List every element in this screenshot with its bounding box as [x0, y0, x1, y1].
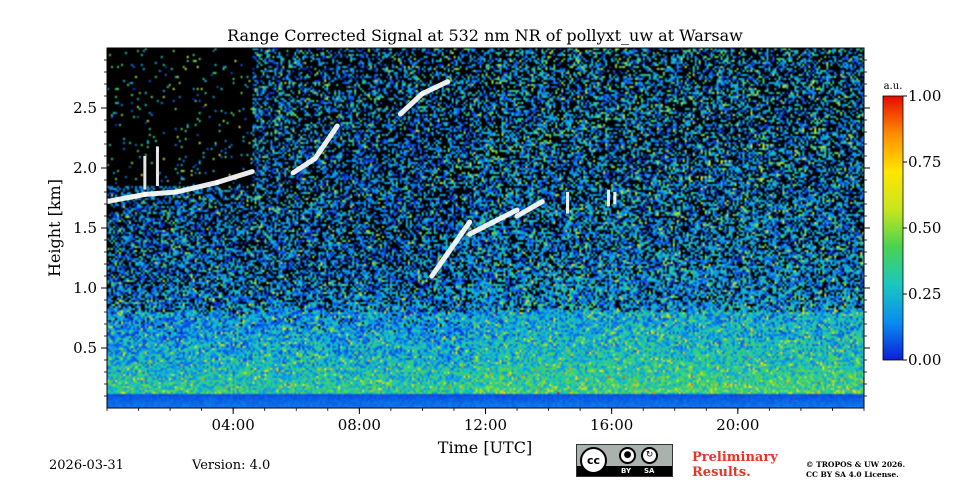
- cc-sa-label: SA: [644, 467, 655, 475]
- colorbar-tick-label: 0.50: [908, 219, 941, 237]
- cloud-segment: [429, 219, 473, 279]
- y-tick-label: 1.5: [73, 219, 97, 237]
- cc-icon: cc: [580, 447, 607, 474]
- x-axis: 04:00 08:00 12:00 16:00 20:00: [106, 408, 865, 434]
- cloud-segment: [467, 207, 520, 237]
- cloud-segment: [173, 179, 220, 195]
- cloud-segment: [142, 189, 179, 197]
- sa-share-alike-icon: ↻: [641, 447, 658, 464]
- colorbar-ticks: 0.00 0.25 0.50 0.75 1.00: [903, 87, 941, 369]
- cloud-segment: [419, 79, 451, 97]
- chart-title: Range Corrected Signal at 532 nm NR of p…: [227, 26, 743, 45]
- copyright-line1: © TROPOS & UW 2026.: [806, 460, 906, 469]
- y-tick-label: 2.0: [73, 159, 97, 177]
- y-axis-label: Height [km]: [45, 179, 64, 277]
- cloud-segment: [290, 155, 318, 176]
- y-axis: 0.5 1.0 1.5 2.0 2.5: [73, 59, 870, 397]
- cloud-segment: [514, 199, 545, 219]
- colorbar-tick-label: 0.00: [908, 351, 941, 369]
- cloud-segment: [312, 123, 340, 161]
- y-tick-label: 0.5: [73, 339, 97, 357]
- by-person-icon: ●: [619, 447, 636, 464]
- footer-date: 2026-03-31: [49, 458, 124, 473]
- cc-badge-strip: [577, 466, 672, 476]
- x-tick-label: 12:00: [464, 416, 507, 434]
- cloud-layer-marks: [107, 79, 617, 279]
- y-tick-label: 2.5: [73, 99, 97, 117]
- cloud-segment: [107, 191, 148, 205]
- x-tick-label: 16:00: [590, 416, 633, 434]
- cloud-segment: [214, 169, 255, 185]
- x-tick-label: 04:00: [212, 416, 255, 434]
- x-tick-label: 08:00: [338, 416, 381, 434]
- x-axis-label: Time [UTC]: [438, 438, 532, 457]
- copyright-line2: CC BY SA 4.0 License.: [806, 470, 899, 479]
- colorbar-unit-label: a.u.: [884, 81, 903, 92]
- footer-version: Version: 4.0: [192, 458, 271, 473]
- y-tick-label: 1.0: [73, 279, 97, 297]
- colorbar-tick-label: 1.00: [908, 87, 941, 105]
- colorbar-tick-label: 0.75: [908, 153, 941, 171]
- colorbar: a.u. 0.00 0.25 0.50 0.75 1.00: [882, 81, 941, 369]
- cc-by-label: BY: [621, 467, 632, 475]
- copyright-notice: © TROPOS & UW 2026. CC BY SA 4.0 License…: [806, 460, 905, 480]
- preliminary-notice: Preliminary Results.: [692, 450, 778, 480]
- colorbar-swatch: [882, 95, 904, 361]
- x-tick-label: 20:00: [716, 416, 759, 434]
- preliminary-line1: Preliminary: [692, 450, 778, 465]
- cloud-segment: [397, 91, 425, 117]
- cc-license-badge[interactable]: cc ● ↻ BY SA: [576, 444, 673, 477]
- colorbar-tick-label: 0.25: [908, 285, 941, 303]
- preliminary-line2: Results.: [692, 465, 751, 480]
- heatmap-plot: [106, 47, 865, 409]
